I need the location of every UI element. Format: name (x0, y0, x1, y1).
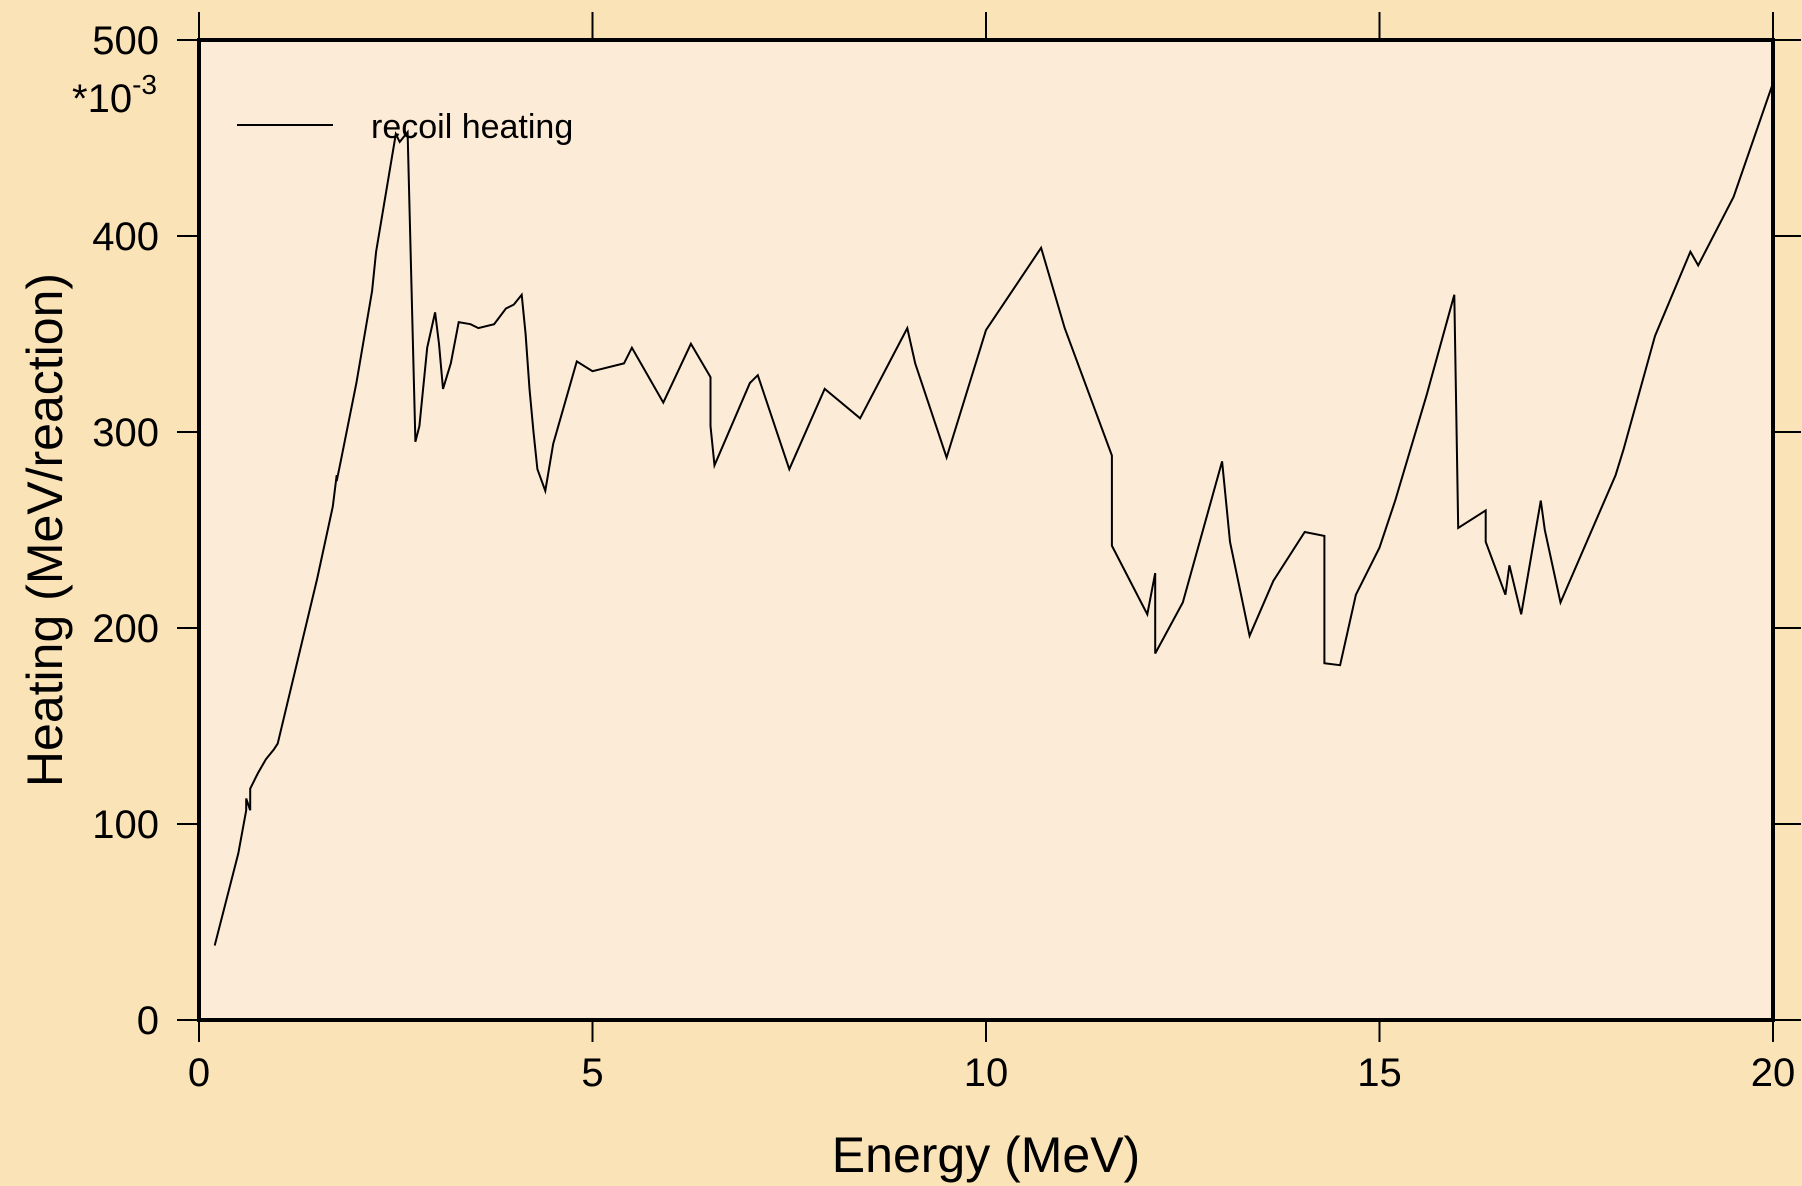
y-multiplier: *10-3 (72, 69, 157, 121)
y-tick-label: 200 (92, 607, 159, 651)
legend: recoil heating (237, 108, 573, 146)
x-tick-label: 10 (964, 1051, 1009, 1095)
y-axis-label: Heating (MeV/reaction) (17, 273, 73, 787)
x-tick-label: 15 (1357, 1051, 1402, 1095)
y-tick-label: 0 (137, 999, 159, 1043)
y-tick-label: 500 (92, 19, 159, 63)
x-tick-label: 20 (1751, 1051, 1796, 1095)
y-tick-label: 300 (92, 411, 159, 455)
plot-area (197, 38, 1775, 1022)
y-tick-label: 100 (92, 803, 159, 847)
axis-ticks (177, 12, 1801, 1042)
x-tick-label: 0 (188, 1051, 210, 1095)
y-multiplier-exponent: -3 (132, 69, 157, 100)
x-tick-label: 5 (581, 1051, 603, 1095)
x-axis-label: Energy (MeV) (832, 1127, 1140, 1183)
series-line-recoil-heating (213, 82, 1774, 946)
y-tick-label: 400 (92, 215, 159, 259)
y-multiplier-base: *10 (72, 77, 132, 121)
legend-label: recoil heating (371, 108, 573, 146)
